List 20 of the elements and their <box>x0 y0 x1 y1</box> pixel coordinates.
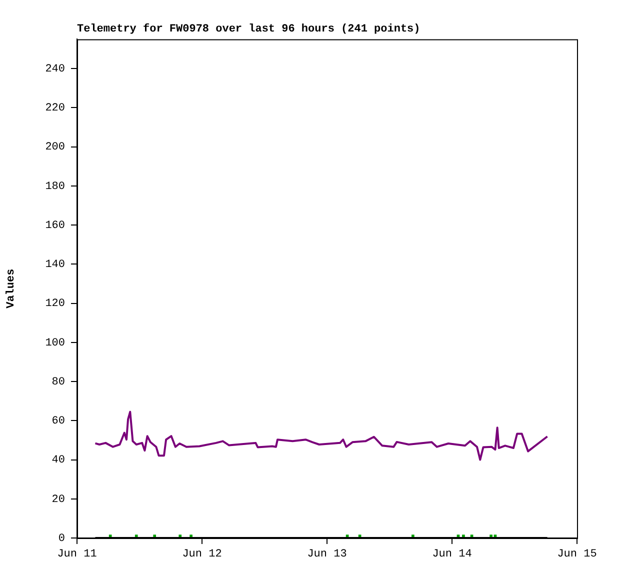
y-tick-label: 140 <box>45 259 65 272</box>
y-tick-label: 200 <box>45 142 65 154</box>
chart-title: Telemetry for FW0978 over last 96 hours (241 points) <box>77 22 420 36</box>
y-tick-label: 100 <box>45 337 65 350</box>
x-tick-label: Jun 13 <box>307 548 347 561</box>
x-tick-label: Jun 11 <box>57 548 98 561</box>
x-tick-label: Jun 14 <box>432 548 472 561</box>
x-tick-label: Jun 12 <box>182 548 222 561</box>
y-tick-label: 240 <box>45 63 65 76</box>
y-axis-title: Values <box>5 268 18 308</box>
y-tick-label: 0 <box>58 532 65 545</box>
y-tick-label: 40 <box>52 454 65 467</box>
y-tick-label: 120 <box>45 298 65 310</box>
y-tick-label: 220 <box>45 102 65 115</box>
y-tick-label: 80 <box>52 376 65 388</box>
y-tick-label: 60 <box>52 416 65 428</box>
y-tick-label: 160 <box>45 220 65 232</box>
y-tick-label: 180 <box>45 180 65 193</box>
x-tick-label: Jun 15 <box>557 548 597 561</box>
y-tick-label: 20 <box>52 494 65 506</box>
